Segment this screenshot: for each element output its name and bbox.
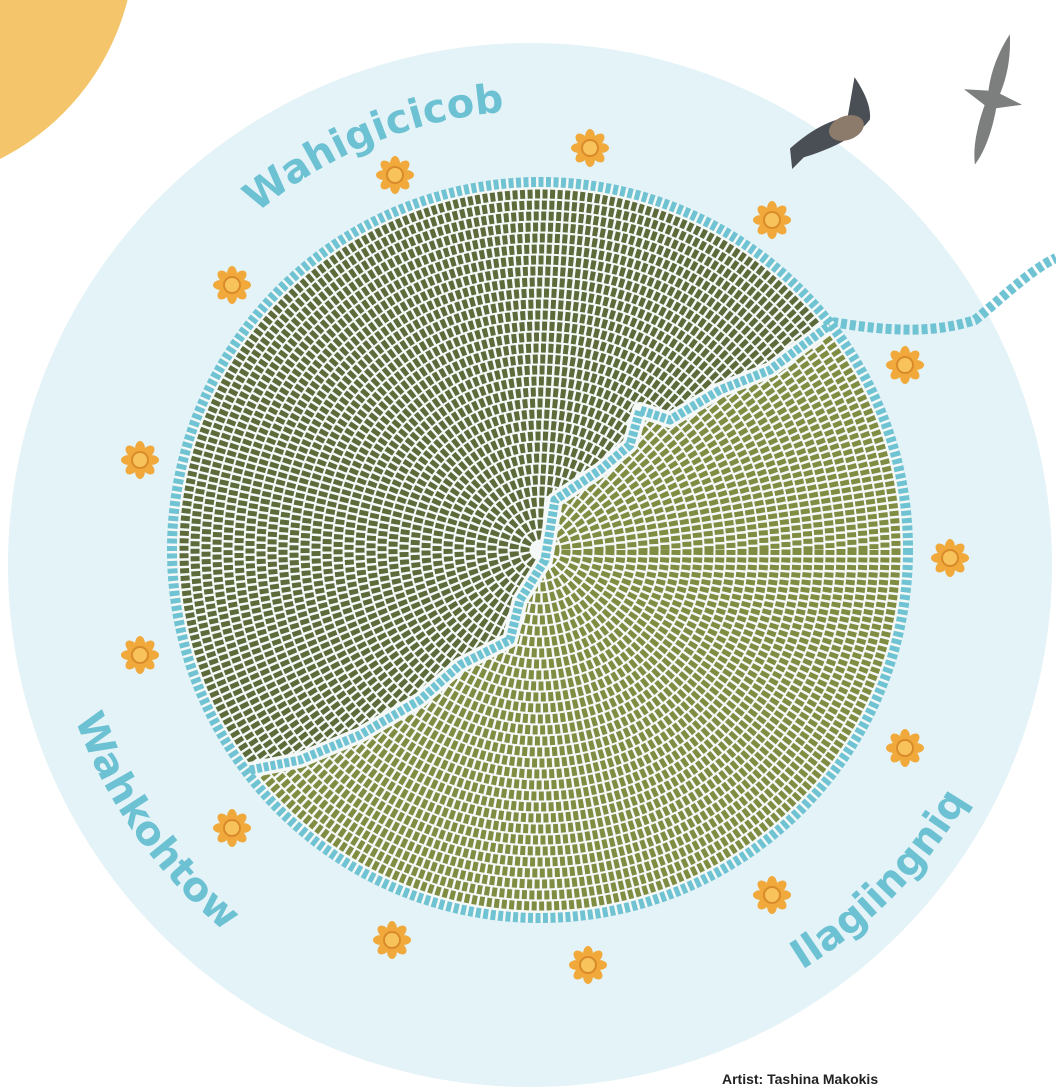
flower	[121, 636, 159, 674]
flower-center	[763, 886, 781, 904]
bead-ring	[454, 464, 626, 636]
flower	[373, 921, 411, 959]
bead-ring	[201, 211, 879, 889]
flower	[569, 946, 607, 984]
flower	[571, 129, 609, 167]
flower-center	[941, 549, 959, 567]
artist-credit: Artist: Tashina Makokis	[722, 1071, 878, 1087]
flower-center	[223, 276, 241, 294]
flower	[213, 809, 251, 847]
flower	[753, 201, 791, 239]
flower	[931, 539, 969, 577]
bead-strand	[831, 253, 1056, 335]
flower	[886, 729, 924, 767]
flower	[753, 876, 791, 914]
flower	[213, 266, 251, 304]
flower	[121, 441, 159, 479]
bird-right	[964, 34, 1022, 165]
flowers	[121, 129, 969, 984]
flower	[886, 346, 924, 384]
flower-center	[131, 646, 149, 664]
bead-ring	[311, 321, 769, 779]
flower-center	[579, 956, 597, 974]
flower-center	[383, 931, 401, 949]
flower-center	[763, 211, 781, 229]
flower-center	[223, 819, 241, 837]
bird-left	[790, 77, 871, 170]
flower-center	[896, 739, 914, 757]
flower	[376, 156, 414, 194]
flower-center	[581, 139, 599, 157]
outer-bead-ring	[167, 177, 913, 923]
flower-center	[131, 451, 149, 469]
divide-beads	[249, 321, 833, 775]
sun	[0, 0, 128, 159]
bead-ring	[344, 354, 736, 746]
flower-center	[896, 356, 914, 374]
flower-center	[386, 166, 404, 184]
